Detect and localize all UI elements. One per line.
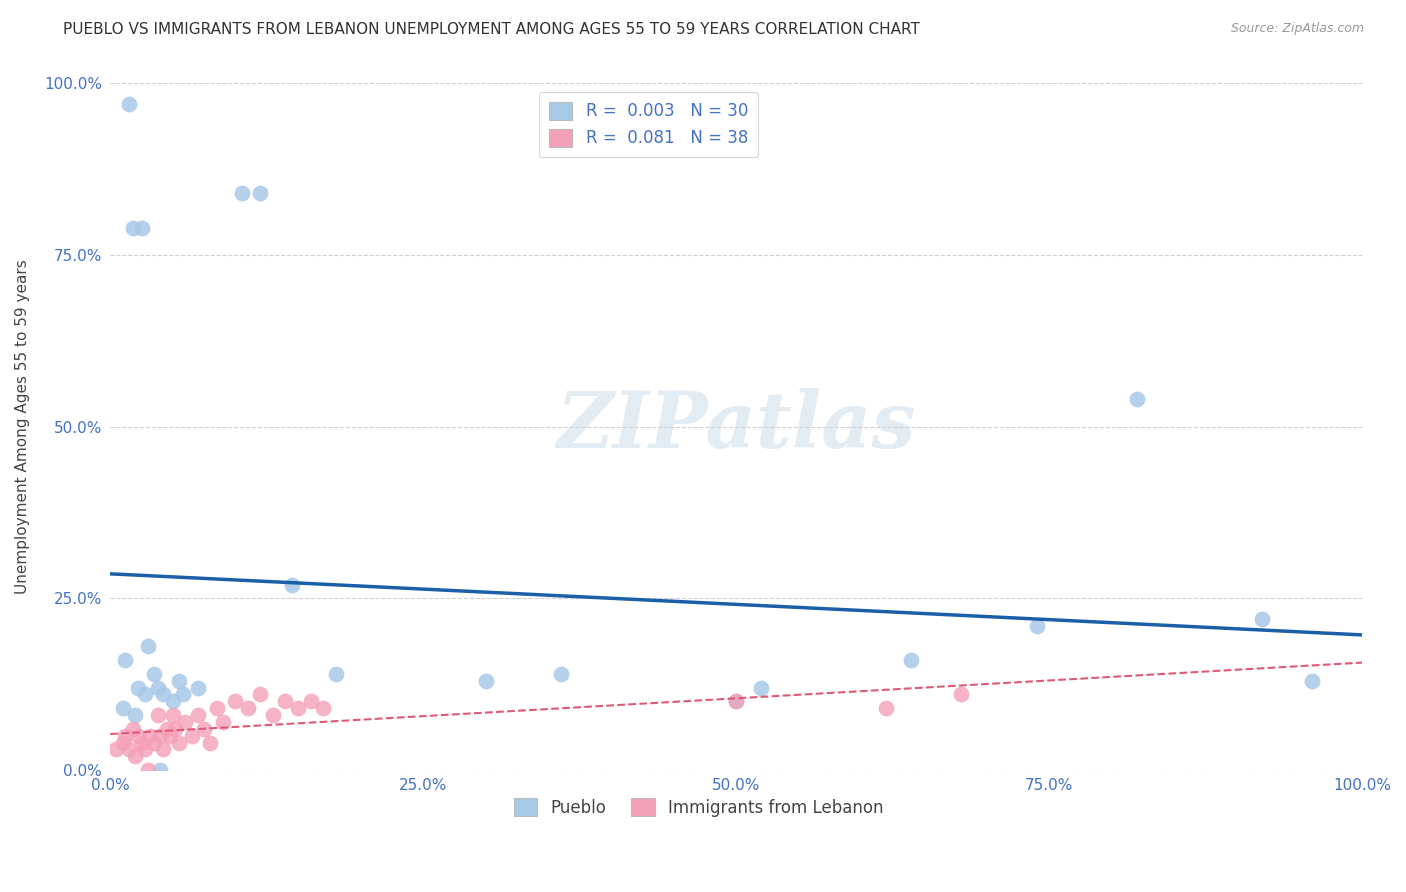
Point [725,694,748,708]
Y-axis label: Unemployment Among Ages 55 to 59 years: Unemployment Among Ages 55 to 59 years [15,260,30,594]
Point [165,722,187,736]
Point [127,681,149,695]
Point [152,742,174,756]
Point [312,701,335,715]
Point [124,708,146,723]
Point [114,653,136,667]
Point [875,701,897,715]
Point [134,742,156,756]
Point [193,722,215,736]
Point [180,729,202,743]
Point [152,688,174,702]
Point [1125,392,1147,407]
Point [749,681,772,695]
Point [167,673,190,688]
Point [143,735,166,749]
Legend: Pueblo, Immigrants from Lebanon: Pueblo, Immigrants from Lebanon [508,791,890,823]
Point [174,714,197,729]
Point [262,708,284,723]
Text: ZIPatlas: ZIPatlas [557,389,915,465]
Point [131,735,153,749]
Point [200,735,222,749]
Point [172,688,194,702]
Point [134,688,156,702]
Point [299,694,322,708]
Point [146,681,169,695]
Point [136,763,159,777]
Point [162,694,184,708]
Point [114,729,136,743]
Point [187,708,209,723]
Point [136,640,159,654]
Point [139,729,162,743]
Point [121,722,143,736]
Point [167,735,190,749]
Point [950,688,973,702]
Point [725,694,748,708]
Point [111,735,134,749]
Text: Source: ZipAtlas.com: Source: ZipAtlas.com [1230,22,1364,36]
Point [149,763,172,777]
Point [236,701,259,715]
Point [224,694,246,708]
Point [249,688,271,702]
Point [325,666,347,681]
Point [274,694,297,708]
Text: PUEBLO VS IMMIGRANTS FROM LEBANON UNEMPLOYMENT AMONG AGES 55 TO 59 YEARS CORRELA: PUEBLO VS IMMIGRANTS FROM LEBANON UNEMPL… [63,22,920,37]
Point [118,97,141,112]
Point [155,722,177,736]
Point [1025,619,1047,633]
Point [124,749,146,764]
Point [900,653,922,667]
Point [280,577,302,591]
Point [127,729,149,743]
Point [131,220,153,235]
Point [1301,673,1323,688]
Point [287,701,309,715]
Point [1250,612,1272,626]
Point [118,742,141,756]
Point [474,673,496,688]
Point [111,701,134,715]
Point [143,666,166,681]
Point [550,666,572,681]
Point [121,220,143,235]
Point [159,729,181,743]
Point [149,729,172,743]
Point [212,714,235,729]
Point [146,708,169,723]
Point [231,186,253,201]
Point [162,708,184,723]
Point [205,701,228,715]
Point [105,742,128,756]
Point [249,186,271,201]
Point [187,681,209,695]
